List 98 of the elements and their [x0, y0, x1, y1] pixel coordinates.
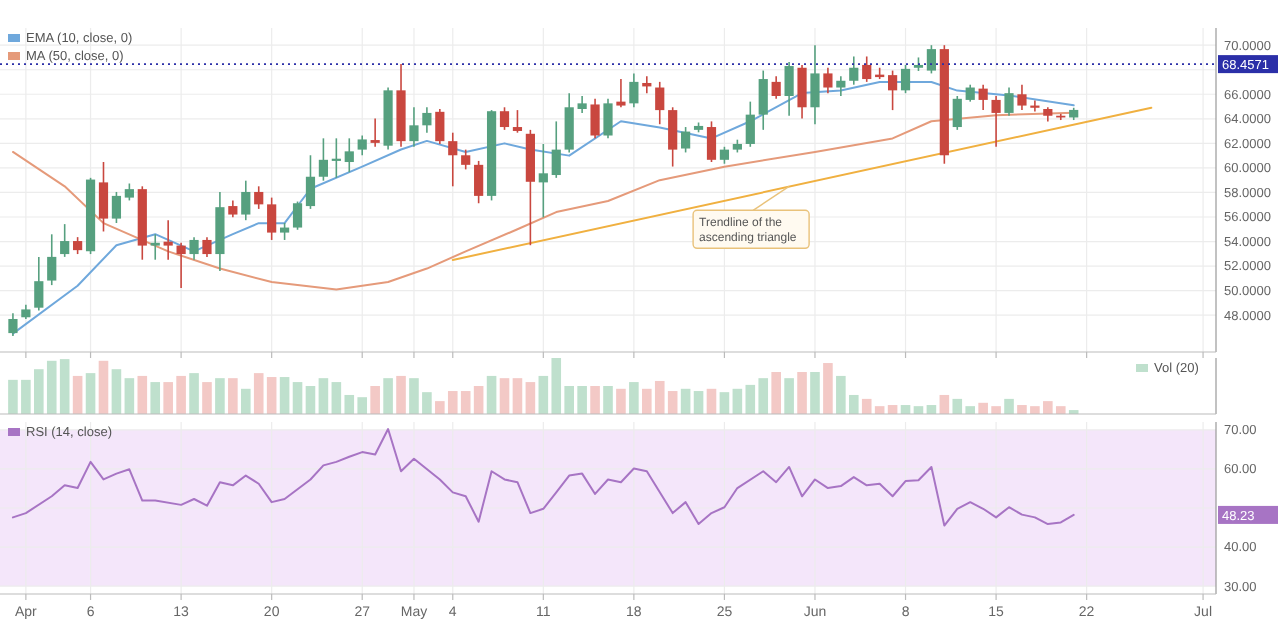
bar [202, 382, 212, 414]
bar [228, 378, 238, 414]
bar [616, 388, 626, 414]
bar [797, 372, 807, 414]
bar [383, 378, 393, 414]
candlestick [668, 106, 678, 168]
candlestick [34, 256, 44, 312]
candlestick [978, 83, 988, 111]
bar [486, 375, 497, 414]
candlestick [305, 154, 316, 210]
candlestick [551, 120, 561, 179]
candlestick [862, 55, 872, 83]
candlestick [435, 108, 445, 145]
candlestick [292, 200, 303, 231]
candlestick [344, 137, 354, 173]
candlestick [849, 55, 859, 86]
candlestick [991, 95, 1001, 148]
bar [512, 378, 523, 414]
bar [85, 373, 96, 414]
bar [189, 373, 199, 414]
candlestick [370, 117, 380, 148]
candlestick [952, 95, 962, 131]
bar [215, 378, 225, 414]
candlestick [409, 106, 419, 148]
candlestick [771, 75, 781, 100]
candlestick [267, 196, 277, 241]
candlestick [758, 69, 768, 131]
bar [98, 360, 109, 414]
candlestick [603, 98, 613, 140]
bar [603, 386, 613, 414]
candlestick [784, 61, 794, 117]
candlestick [1030, 99, 1040, 113]
candlestick [1004, 86, 1014, 117]
candlestick [1017, 83, 1027, 111]
candlestick [499, 106, 510, 131]
candlestick [8, 312, 18, 337]
candlestick [888, 69, 898, 111]
line-series [11, 111, 1075, 291]
candlestick [318, 137, 328, 182]
candlestick [60, 223, 70, 258]
candlestick [823, 66, 833, 94]
candlestick [98, 161, 109, 233]
bar [525, 382, 536, 414]
candlestick [461, 148, 471, 171]
candlestick [681, 126, 691, 154]
candlestick [810, 44, 820, 126]
candlestick [331, 137, 341, 179]
bar [150, 382, 161, 414]
bar [72, 375, 83, 414]
line-series [11, 428, 1075, 527]
candlestick [111, 191, 122, 224]
candlestick [706, 120, 717, 163]
candlestick [202, 236, 212, 258]
bar [396, 375, 406, 414]
bar [784, 378, 794, 414]
bar [137, 375, 148, 414]
candlestick [422, 106, 432, 134]
bar [305, 386, 316, 414]
candlestick [241, 179, 251, 221]
candlestick [797, 64, 807, 120]
candlestick [525, 129, 535, 247]
candlestick [900, 64, 911, 94]
candlestick [254, 185, 264, 210]
bar [823, 363, 833, 414]
candlestick [629, 72, 639, 109]
candlestick [745, 100, 755, 148]
candlestick [150, 233, 160, 261]
bar [240, 388, 251, 414]
bar [370, 386, 380, 414]
bar [590, 386, 600, 414]
candlestick [655, 81, 665, 126]
bar [124, 378, 135, 414]
bar [693, 391, 704, 414]
bar [719, 392, 730, 414]
candlestick [616, 78, 626, 109]
candlestick [538, 143, 548, 219]
candlestick [474, 160, 484, 205]
bar [279, 377, 290, 414]
candlestick [47, 233, 57, 286]
candlestick [448, 131, 458, 188]
candlestick [189, 236, 199, 261]
candlestick [176, 241, 186, 289]
bar [318, 378, 329, 414]
bar [111, 369, 122, 414]
bar [771, 372, 781, 414]
candlestick [163, 219, 173, 261]
bar [629, 382, 639, 414]
bar [1004, 398, 1014, 414]
bar [810, 372, 820, 414]
candlestick [215, 191, 225, 272]
bar [292, 382, 303, 414]
candlestick [926, 44, 936, 75]
candlestick [512, 109, 523, 134]
candlestick [564, 92, 574, 154]
candlestick [357, 134, 367, 157]
bar [499, 378, 510, 414]
candlestick [590, 98, 600, 140]
candlestick [836, 75, 846, 97]
